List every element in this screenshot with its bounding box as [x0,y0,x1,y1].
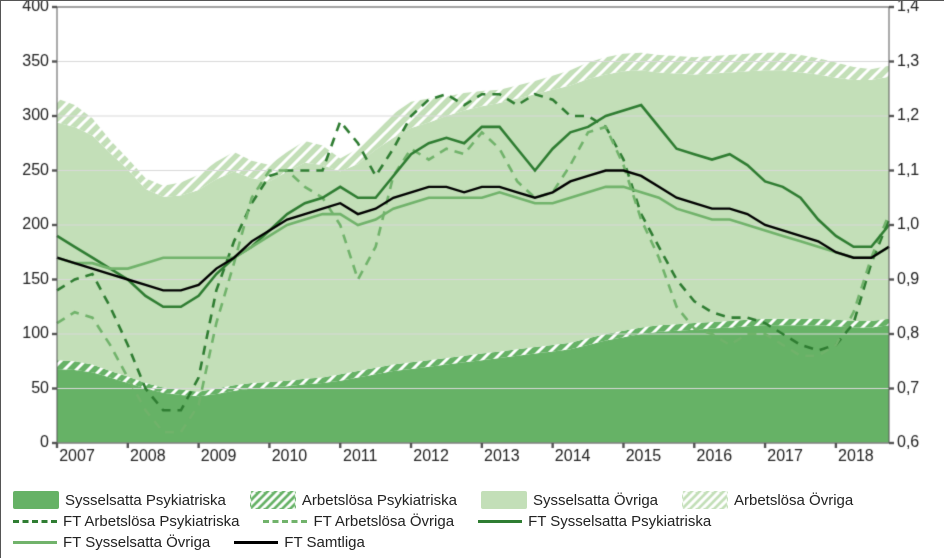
legend-swatch [13,520,57,523]
legend-label: FT Sysselsatta Psykiatriska [528,513,711,530]
legend-label: FT Arbetslösa Psykiatriska [63,513,239,530]
legend-item: FT Sysselsatta Psykiatriska [478,513,711,530]
legend-label: FT Arbetslösa Övriga [313,513,454,530]
legend-swatch [13,491,59,509]
legend-item: Sysselsatta Övriga [481,491,658,509]
legend-swatch [481,491,527,509]
legend-item: FT Sysselsatta Övriga [13,534,210,551]
legend-item: FT Arbetslösa Övriga [263,513,454,530]
legend-label: Arbetslösa Psykiatriska [302,492,457,509]
legend-swatch [13,541,57,544]
legend-swatch [682,491,728,509]
legend-swatch [234,541,278,544]
legend-item: Arbetslösa Övriga [682,491,853,509]
legend-label: FT Samtliga [284,534,365,551]
legend-label: FT Sysselsatta Övriga [63,534,210,551]
combo-chart-canvas [1,1,944,559]
legend-swatch [263,520,307,523]
legend-swatch [250,491,296,509]
legend-label: Sysselsatta Psykiatriska [65,492,226,509]
legend-swatch [478,520,522,523]
legend-item: Arbetslösa Psykiatriska [250,491,457,509]
legend-label: Arbetslösa Övriga [734,492,853,509]
legend-item: Sysselsatta Psykiatriska [13,491,226,509]
legend-label: Sysselsatta Övriga [533,492,658,509]
legend: Sysselsatta Psykiatriska Arbetslösa Psyki… [13,487,931,551]
legend-item: FT Samtliga [234,534,365,551]
chart-container: Sysselsatta Psykiatriska Arbetslösa Psyki… [0,0,944,558]
legend-item: FT Arbetslösa Psykiatriska [13,513,239,530]
